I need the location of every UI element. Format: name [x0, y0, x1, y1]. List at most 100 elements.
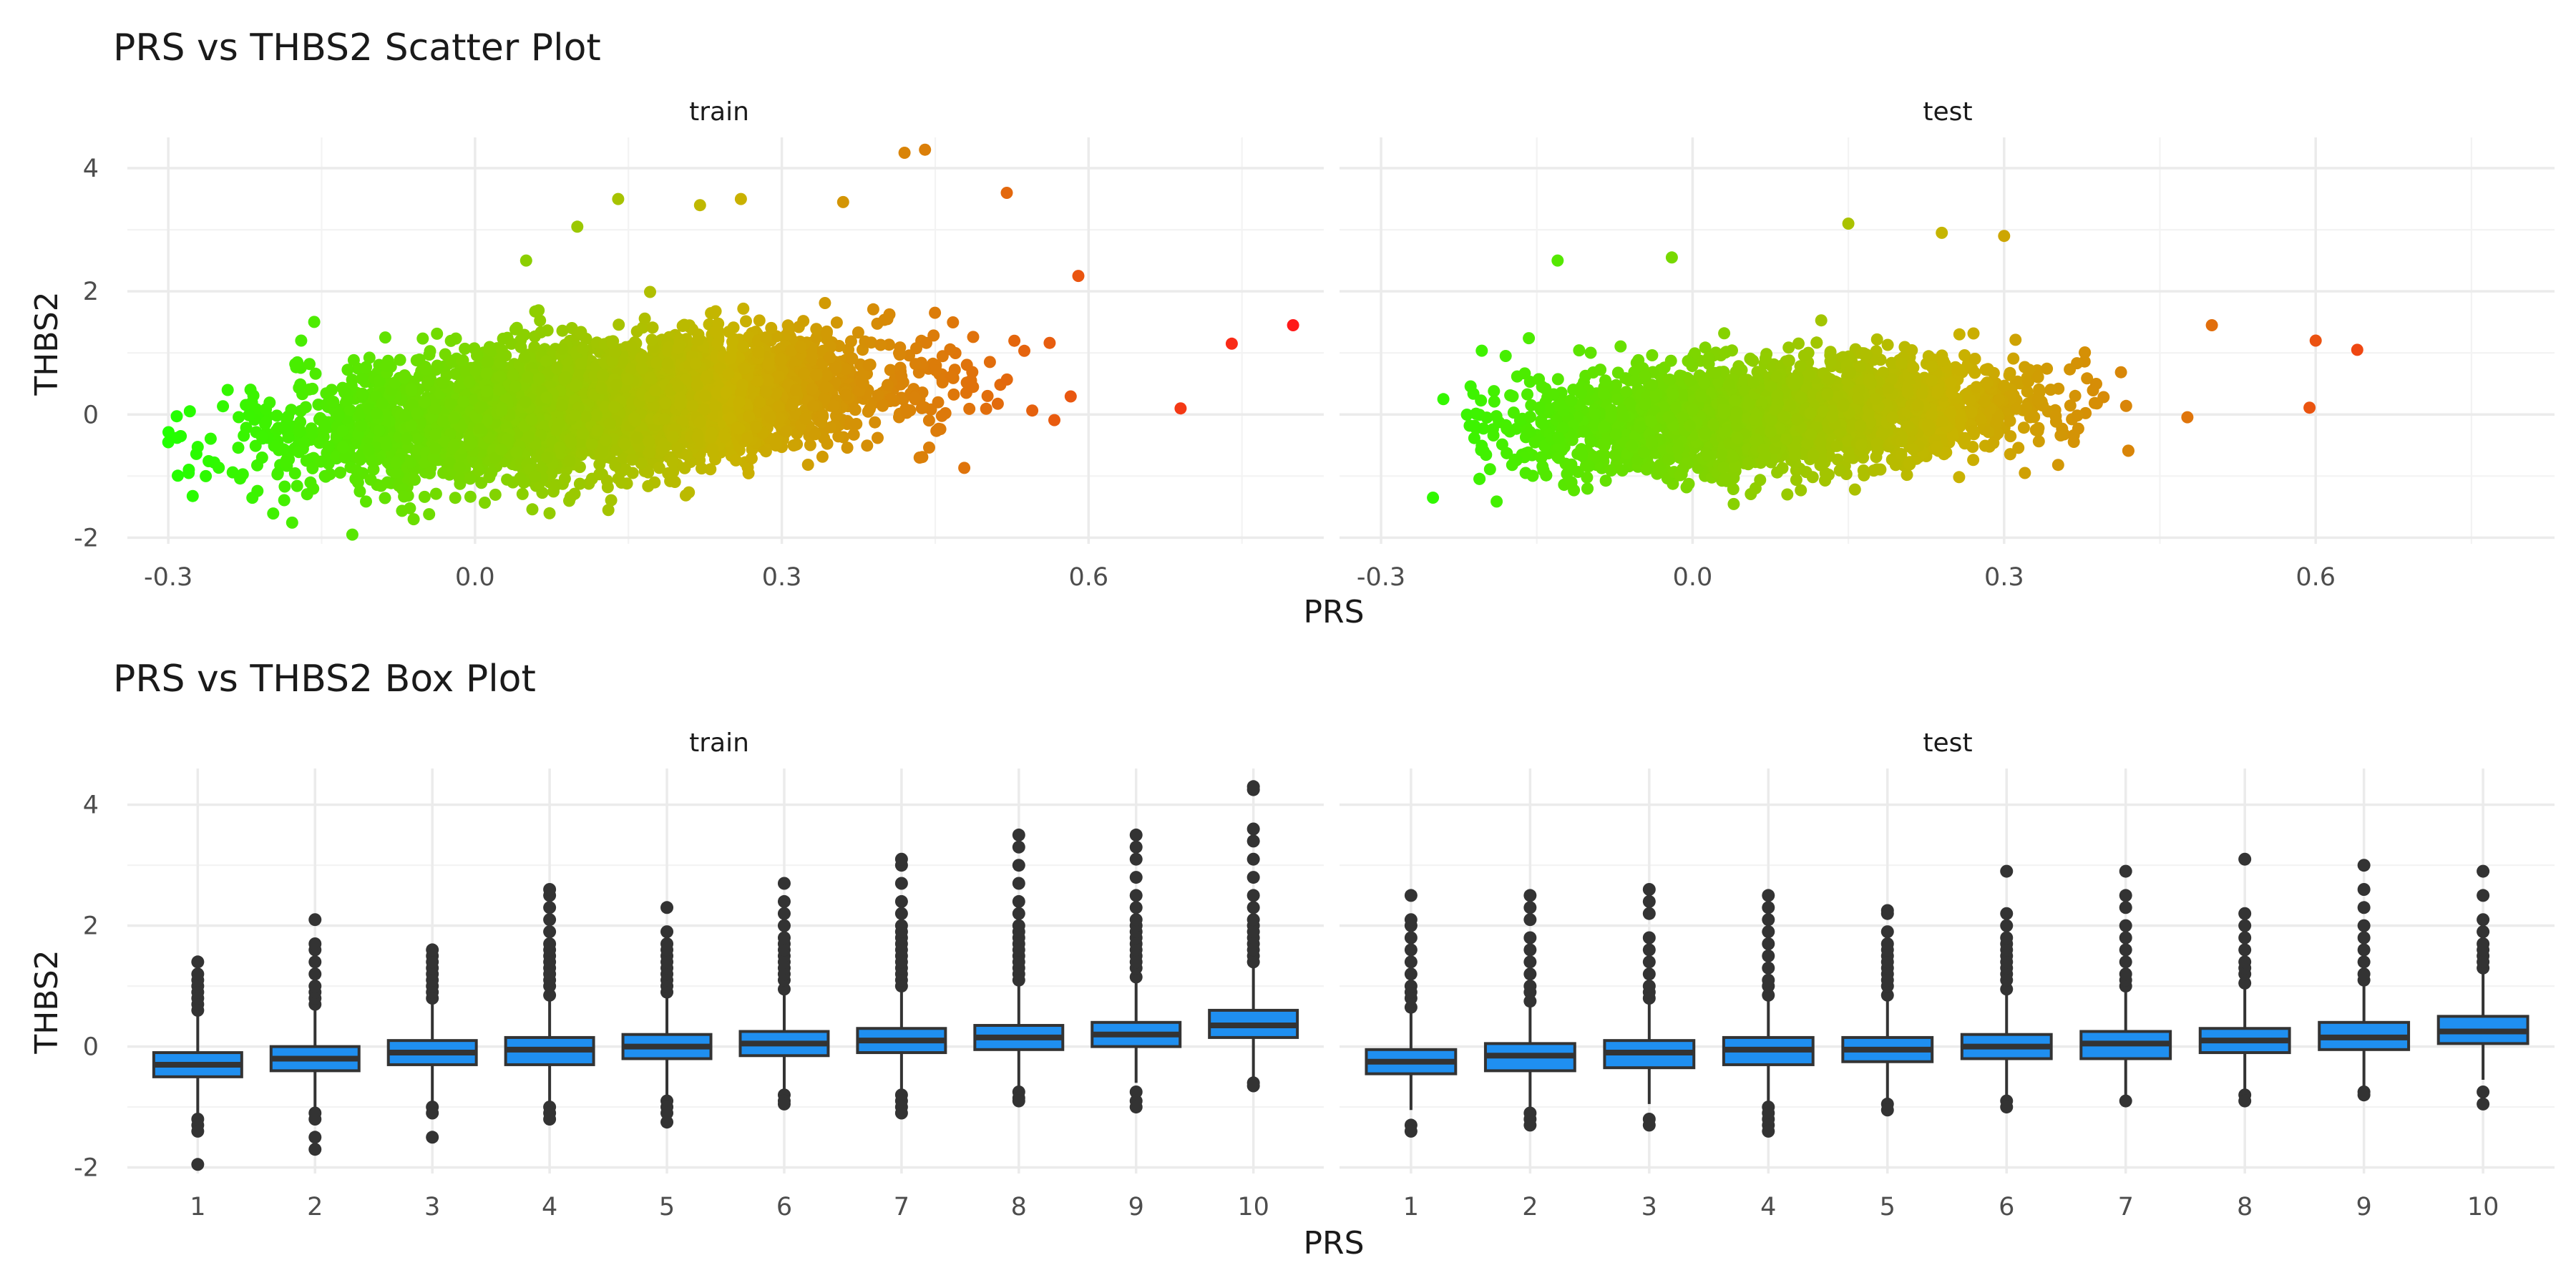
scatter-point — [336, 424, 349, 437]
scatter-point — [659, 396, 672, 409]
scatter-point — [351, 476, 364, 489]
scatter-point — [429, 442, 441, 455]
scatter-point — [306, 382, 319, 395]
scatter-point — [494, 443, 507, 456]
scatter-point — [922, 414, 935, 427]
scatter-point — [405, 383, 418, 396]
scatter-point — [797, 315, 810, 328]
scatter-point — [600, 434, 612, 447]
scatter-point — [810, 323, 823, 336]
scatter-point — [453, 461, 466, 474]
scatter-point — [291, 479, 303, 492]
scatter-point — [709, 400, 722, 413]
scatter-point — [737, 340, 750, 353]
scatter-point — [772, 370, 785, 383]
scatter-panel-test: -0.3 0.0 0.3 0.6 — [1340, 137, 2555, 592]
scatter-point — [900, 406, 913, 419]
scatter-point — [457, 396, 470, 408]
scatter-point — [774, 353, 787, 366]
scatter-point — [444, 334, 457, 347]
scatter-point — [894, 341, 907, 354]
x-tick-label: 0.0 — [455, 563, 495, 592]
scatter-point — [394, 353, 406, 366]
scatter-point — [400, 432, 413, 445]
scatter-point — [686, 399, 699, 412]
scatter-point — [626, 453, 639, 466]
scatter-point — [930, 424, 943, 437]
scatter-point — [613, 318, 625, 331]
scatter-point — [474, 401, 487, 414]
scatter-point — [908, 391, 921, 404]
scatter-point — [895, 370, 908, 383]
scatter-point — [519, 254, 532, 267]
scatter-point — [769, 437, 782, 450]
scatter-point — [286, 516, 298, 529]
scatter-point — [226, 466, 239, 479]
y-tick-label: 2 — [83, 278, 99, 306]
scatter-point — [323, 468, 336, 481]
scatter-point — [267, 507, 280, 520]
scatter-point — [819, 297, 831, 309]
scatter-point — [765, 321, 778, 334]
scatter-point — [507, 369, 519, 381]
scatter-point — [186, 489, 199, 502]
scatter-point — [1967, 327, 1980, 340]
scatter-point — [763, 411, 776, 424]
scatter-point — [1072, 270, 1085, 283]
scatter-point — [288, 467, 301, 479]
scatter-point — [644, 371, 657, 384]
scatter-point — [355, 420, 368, 433]
scatter-point — [668, 476, 681, 488]
scatter-point — [509, 380, 522, 393]
scatter-point — [170, 410, 183, 423]
scatter-point — [494, 370, 507, 383]
scatter-point — [473, 422, 486, 435]
scatter-point — [2181, 411, 2194, 424]
scatter-point — [734, 192, 747, 205]
scatter-point — [847, 428, 860, 441]
scatter-point — [672, 380, 685, 393]
scatter-point — [398, 371, 411, 384]
scatter-point — [678, 318, 691, 331]
scatter-point — [967, 381, 980, 394]
scatter-title: PRS vs THBS2 Scatter Plot — [113, 26, 601, 69]
scatter-point — [819, 381, 832, 394]
scatter-point — [556, 399, 568, 412]
scatter-point — [605, 494, 618, 507]
scatter-point — [658, 412, 671, 425]
scatter-point — [709, 305, 722, 318]
scatter-point — [565, 436, 577, 449]
scatter-point — [724, 352, 736, 365]
scatter-point — [270, 409, 283, 422]
scatter-strip-test: test — [1923, 97, 1972, 127]
scatter-point — [551, 362, 564, 375]
scatter-point — [431, 327, 444, 340]
x-tick-label: -0.3 — [144, 563, 192, 592]
scatter-point — [363, 351, 376, 364]
scatter-point — [550, 479, 562, 492]
scatter-point — [217, 400, 230, 413]
scatter-point — [944, 343, 957, 356]
scatter-points — [1427, 218, 2363, 510]
scatter-point — [407, 513, 420, 526]
scatter-point — [472, 464, 485, 477]
scatter-point — [1287, 319, 1299, 331]
scatter-point — [591, 424, 604, 437]
scatter-point — [221, 384, 234, 396]
scatter-point — [519, 396, 532, 409]
scatter-point — [729, 454, 742, 467]
scatter-point — [691, 431, 704, 444]
scatter-point — [431, 359, 444, 372]
scatter-point — [298, 436, 311, 449]
scatter-point — [456, 354, 468, 367]
scatter-point — [448, 411, 460, 424]
scatter-point — [540, 355, 553, 368]
scatter-point — [563, 455, 576, 468]
scatter-point — [162, 436, 175, 449]
scatter-point — [806, 382, 819, 395]
scatter-point — [741, 431, 753, 444]
scatter-point — [722, 367, 735, 380]
scatter-point — [883, 338, 895, 351]
x-tick-label: 0.6 — [1068, 563, 1108, 592]
